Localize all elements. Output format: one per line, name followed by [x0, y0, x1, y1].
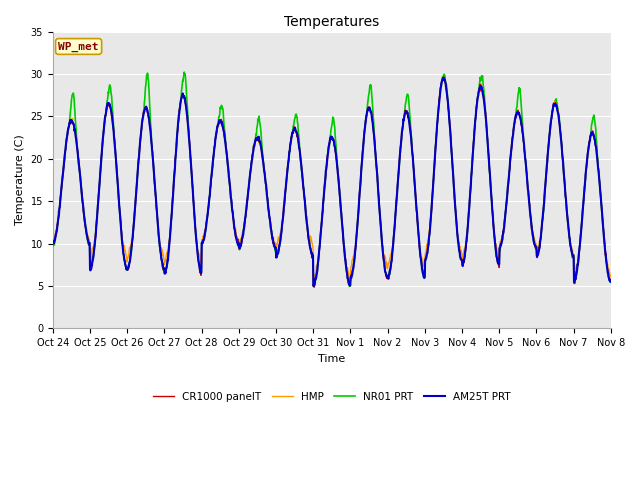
Line: HMP: HMP: [52, 78, 611, 280]
HMP: [541, 184, 549, 190]
NR01 PRT: [607, 279, 614, 285]
AM25T PRT: [310, 283, 317, 289]
CR1000 panelT: [49, 240, 56, 246]
NR01 PRT: [159, 267, 167, 273]
HMP: [236, 240, 243, 246]
CR1000 panelT: [236, 246, 243, 252]
HMP: [159, 252, 167, 257]
AM25T PRT: [173, 135, 180, 141]
Text: WP_met: WP_met: [58, 41, 99, 51]
NR01 PRT: [541, 183, 549, 189]
AM25T PRT: [49, 240, 56, 246]
CR1000 panelT: [541, 181, 549, 187]
Title: Temperatures: Temperatures: [284, 15, 380, 29]
Y-axis label: Temperature (C): Temperature (C): [15, 134, 25, 225]
HMP: [419, 257, 427, 263]
CR1000 panelT: [173, 135, 180, 141]
NR01 PRT: [180, 69, 188, 75]
HMP: [173, 133, 180, 139]
AM25T PRT: [492, 250, 500, 256]
AM25T PRT: [419, 270, 427, 276]
NR01 PRT: [419, 272, 427, 277]
X-axis label: Time: Time: [318, 354, 346, 363]
AM25T PRT: [440, 75, 447, 81]
CR1000 panelT: [440, 74, 447, 80]
CR1000 panelT: [492, 249, 500, 255]
NR01 PRT: [310, 285, 318, 290]
AM25T PRT: [236, 245, 243, 251]
Line: AM25T PRT: AM25T PRT: [52, 78, 611, 286]
Legend: CR1000 panelT, HMP, NR01 PRT, AM25T PRT: CR1000 panelT, HMP, NR01 PRT, AM25T PRT: [149, 388, 515, 406]
NR01 PRT: [236, 247, 244, 252]
HMP: [439, 75, 447, 81]
Line: CR1000 panelT: CR1000 panelT: [52, 77, 611, 287]
NR01 PRT: [492, 248, 500, 254]
AM25T PRT: [607, 278, 614, 284]
HMP: [49, 237, 56, 243]
CR1000 panelT: [159, 267, 167, 273]
HMP: [607, 274, 614, 280]
HMP: [492, 241, 500, 247]
NR01 PRT: [173, 135, 180, 141]
NR01 PRT: [49, 243, 56, 249]
AM25T PRT: [541, 183, 549, 189]
CR1000 panelT: [419, 270, 427, 276]
Line: NR01 PRT: NR01 PRT: [52, 72, 611, 288]
AM25T PRT: [159, 265, 167, 271]
HMP: [310, 277, 317, 283]
CR1000 panelT: [607, 278, 614, 284]
CR1000 panelT: [310, 284, 318, 289]
